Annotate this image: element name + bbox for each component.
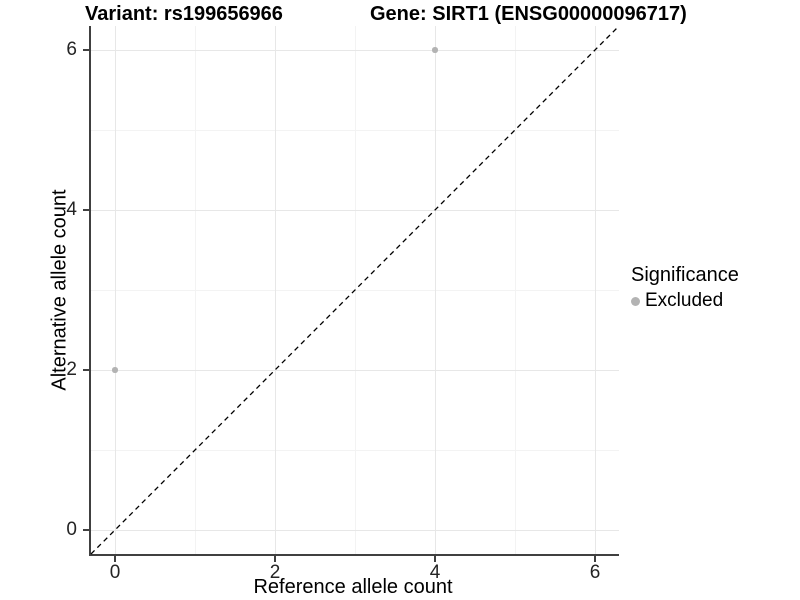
y-tick-label: 4 — [66, 199, 77, 220]
grid-major-vertical — [435, 26, 436, 554]
legend-key-dot-icon — [631, 296, 640, 306]
x-axis-tick — [594, 556, 596, 562]
x-axis-tick — [114, 556, 116, 562]
x-axis-title: Reference allele count — [253, 576, 453, 598]
grid-minor-horizontal — [91, 450, 619, 451]
y-tick-label: 2 — [66, 359, 77, 380]
grid-major-vertical — [115, 26, 116, 554]
y-axis-tick — [83, 209, 89, 211]
legend-title: Significance — [631, 264, 739, 286]
y-axis-title: Alternative allele count — [48, 189, 71, 391]
y-tick-label: 0 — [66, 519, 77, 540]
plot-title-variant: Variant: rs199656966 — [85, 3, 283, 25]
plot-panel — [89, 25, 620, 556]
legend-item-label: Excluded — [645, 290, 724, 311]
x-axis-tick — [434, 556, 436, 562]
grid-major-horizontal — [91, 50, 619, 51]
legend: Significance Excluded — [631, 264, 739, 312]
grid-major-horizontal — [91, 370, 619, 371]
grid-major-horizontal — [91, 210, 619, 211]
grid-major-vertical — [595, 26, 596, 554]
legend-item: Excluded — [631, 290, 739, 312]
grid-minor-horizontal — [91, 130, 619, 131]
x-tick-label: 6 — [589, 562, 601, 583]
legend-items: Excluded — [631, 290, 739, 312]
data-point — [112, 367, 118, 373]
x-tick-label: 4 — [429, 562, 441, 583]
y-tick-label: 6 — [66, 39, 77, 60]
y-axis-tick — [83, 529, 89, 531]
x-tick-label: 0 — [109, 562, 121, 583]
grid-major-horizontal — [91, 530, 619, 531]
x-tick-label: 2 — [269, 562, 281, 583]
data-point — [432, 47, 438, 53]
plot-title-gene: Gene: SIRT1 (ENSG00000096717) — [370, 3, 687, 25]
y-axis-tick — [83, 49, 89, 51]
y-axis-tick — [83, 369, 89, 371]
identity-reference-line — [90, 25, 620, 555]
grid-major-vertical — [275, 26, 276, 554]
x-axis-tick — [274, 556, 276, 562]
